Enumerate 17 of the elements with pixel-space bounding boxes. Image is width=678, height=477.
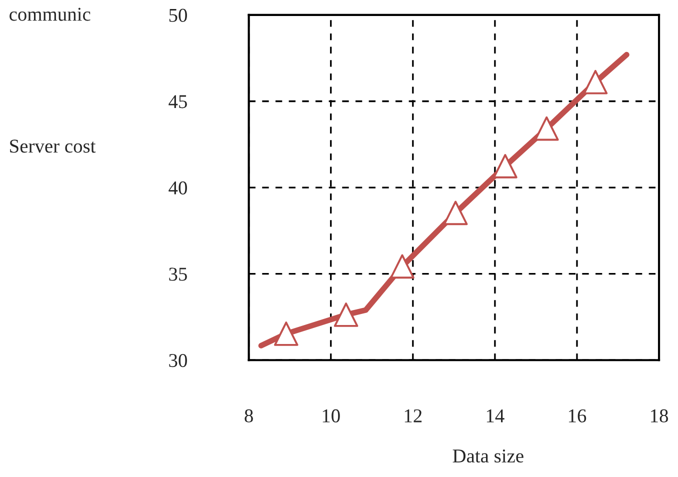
y-tick-label: 30 bbox=[169, 354, 187, 368]
x-tick-label: 12 bbox=[404, 409, 422, 422]
x-axis-title: Data size bbox=[452, 449, 524, 463]
x-tick-label: 8 bbox=[244, 409, 253, 422]
x-tick-label: 10 bbox=[322, 409, 340, 422]
x-tick-label: 18 bbox=[651, 409, 668, 422]
x-tick-label: 16 bbox=[568, 409, 586, 422]
y-tick-label: 45 bbox=[168, 95, 187, 108]
y-tick-label: 35 bbox=[169, 268, 187, 281]
text: communic bbox=[10, 8, 90, 21]
point bbox=[390, 254, 414, 279]
x-tick-label: 14 bbox=[486, 409, 504, 422]
point bbox=[274, 322, 298, 346]
y-tick-label: 40 bbox=[168, 181, 187, 194]
y-axis-title: Server cost bbox=[10, 140, 96, 153]
y-tick-label: 50 bbox=[169, 8, 187, 22]
point bbox=[334, 302, 358, 327]
